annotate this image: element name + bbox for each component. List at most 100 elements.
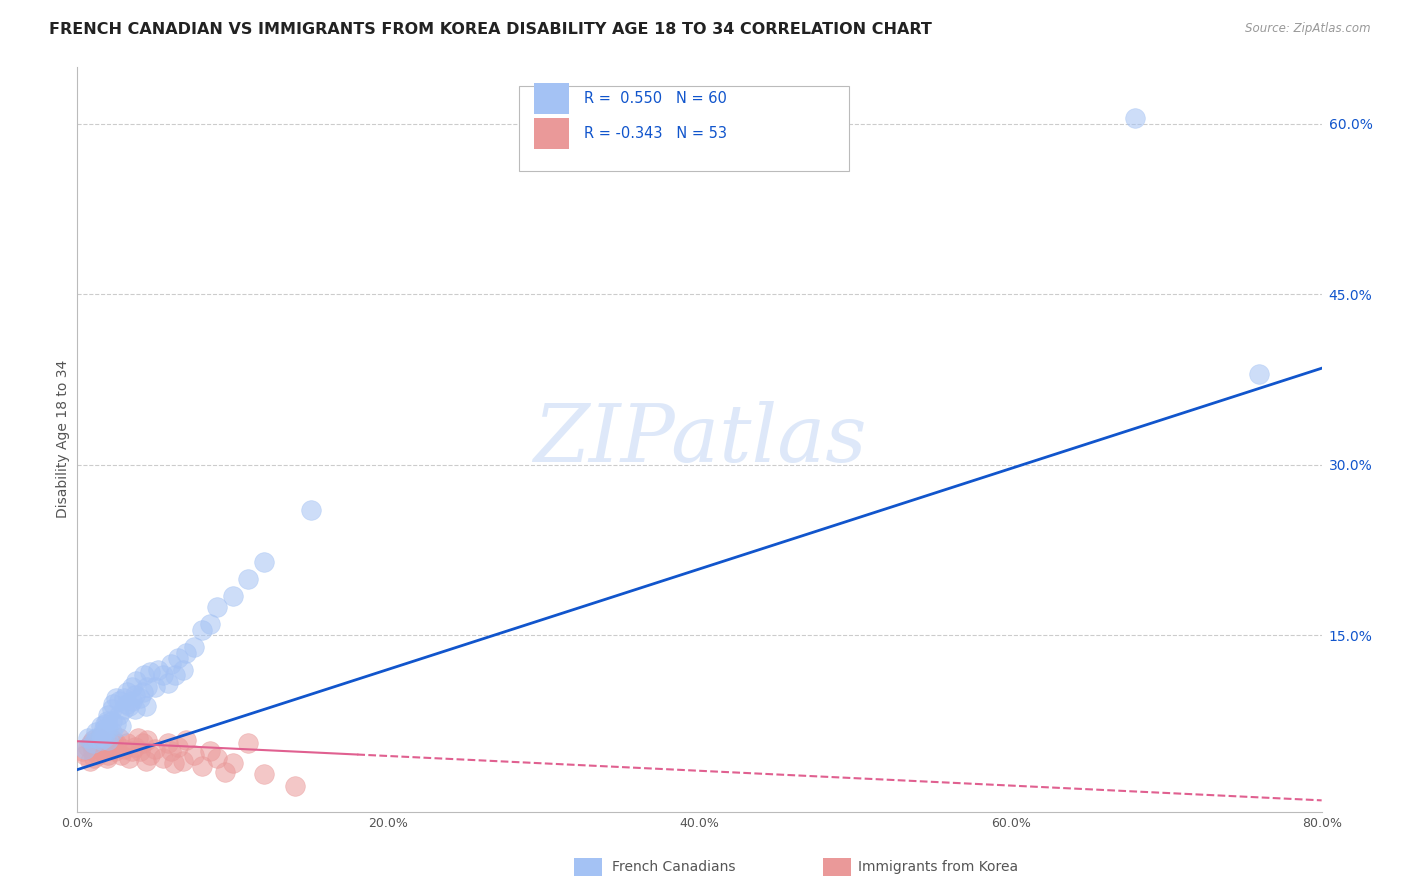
Point bbox=[121, 694, 143, 708]
Text: R = -0.343   N = 53: R = -0.343 N = 53 bbox=[583, 126, 727, 141]
Point bbox=[112, 742, 135, 756]
Point bbox=[1249, 367, 1271, 381]
Point bbox=[165, 668, 187, 682]
Point bbox=[77, 739, 100, 754]
Point bbox=[93, 722, 115, 736]
Point bbox=[1123, 111, 1146, 125]
Point bbox=[191, 759, 214, 773]
Point bbox=[121, 744, 143, 758]
Point bbox=[191, 623, 214, 637]
Point bbox=[198, 617, 221, 632]
Point bbox=[97, 747, 120, 762]
Point bbox=[159, 657, 181, 671]
Point bbox=[139, 747, 162, 762]
Point bbox=[100, 725, 122, 739]
Point bbox=[115, 697, 138, 711]
Point bbox=[183, 640, 205, 654]
Point bbox=[104, 744, 127, 758]
Point bbox=[284, 779, 307, 793]
Point bbox=[156, 737, 179, 751]
Point bbox=[299, 503, 322, 517]
Point bbox=[118, 698, 141, 713]
Point bbox=[112, 702, 135, 716]
Point bbox=[207, 751, 229, 765]
Point bbox=[91, 744, 114, 758]
Point bbox=[96, 714, 118, 728]
Point bbox=[238, 572, 260, 586]
Bar bbox=[534, 118, 569, 149]
Point bbox=[100, 739, 122, 754]
Point bbox=[100, 714, 122, 728]
Bar bbox=[534, 83, 569, 114]
Point bbox=[156, 676, 179, 690]
Point bbox=[124, 739, 146, 754]
Point bbox=[222, 589, 245, 603]
Point bbox=[82, 744, 104, 758]
Point bbox=[75, 742, 97, 756]
Point bbox=[80, 737, 103, 751]
Point bbox=[110, 747, 132, 762]
Point bbox=[135, 754, 157, 768]
Point bbox=[101, 697, 124, 711]
Point bbox=[167, 651, 190, 665]
Point bbox=[94, 742, 117, 756]
Point bbox=[135, 698, 157, 713]
Point bbox=[124, 688, 146, 702]
Point bbox=[84, 739, 107, 754]
Point bbox=[198, 744, 221, 758]
Point bbox=[253, 555, 276, 569]
Point bbox=[108, 694, 131, 708]
Point bbox=[105, 737, 128, 751]
Point bbox=[90, 719, 112, 733]
Point bbox=[90, 733, 112, 747]
Point bbox=[222, 756, 245, 770]
Point bbox=[96, 751, 118, 765]
Point bbox=[167, 739, 190, 754]
Point bbox=[115, 737, 138, 751]
Point bbox=[82, 733, 104, 747]
Point bbox=[172, 754, 194, 768]
Point bbox=[90, 729, 112, 743]
Point bbox=[174, 733, 197, 747]
Point bbox=[86, 747, 108, 762]
Point bbox=[101, 733, 124, 747]
Point bbox=[112, 691, 135, 706]
Point bbox=[79, 754, 101, 768]
Point bbox=[90, 742, 112, 756]
Point bbox=[97, 722, 120, 736]
Point bbox=[127, 731, 149, 745]
Point bbox=[105, 691, 128, 706]
Point bbox=[159, 744, 181, 758]
Point bbox=[94, 717, 117, 731]
Point bbox=[136, 733, 159, 747]
Point bbox=[207, 600, 229, 615]
Point bbox=[105, 717, 128, 731]
Point bbox=[84, 725, 107, 739]
Point bbox=[124, 702, 146, 716]
Point bbox=[238, 737, 260, 751]
Text: Source: ZipAtlas.com: Source: ZipAtlas.com bbox=[1246, 22, 1371, 36]
Point bbox=[87, 731, 110, 745]
Point bbox=[108, 708, 131, 723]
Point bbox=[128, 744, 150, 758]
Point bbox=[70, 744, 93, 758]
Point bbox=[128, 691, 150, 706]
Point bbox=[84, 731, 107, 745]
Point bbox=[86, 737, 108, 751]
Point bbox=[134, 668, 156, 682]
Text: FRENCH CANADIAN VS IMMIGRANTS FROM KOREA DISABILITY AGE 18 TO 34 CORRELATION CHA: FRENCH CANADIAN VS IMMIGRANTS FROM KOREA… bbox=[49, 22, 932, 37]
Point bbox=[97, 708, 120, 723]
Point bbox=[148, 663, 170, 677]
Point bbox=[139, 665, 162, 679]
Text: ZIPatlas: ZIPatlas bbox=[533, 401, 866, 478]
Point bbox=[110, 719, 132, 733]
Point bbox=[90, 733, 112, 747]
Point bbox=[152, 668, 174, 682]
Point bbox=[93, 731, 115, 745]
Point bbox=[108, 731, 131, 745]
Point bbox=[163, 756, 186, 770]
Point bbox=[214, 764, 236, 779]
Point bbox=[152, 751, 174, 765]
Point bbox=[136, 680, 159, 694]
Point bbox=[143, 742, 166, 756]
